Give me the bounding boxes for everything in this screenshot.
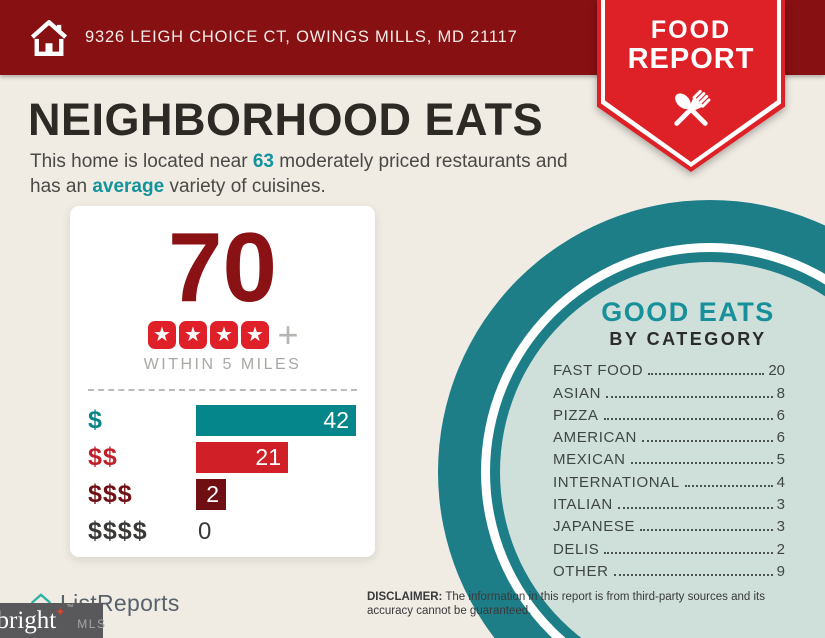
price-tier-value: 0 (198, 517, 212, 545)
category-label: PIZZA (553, 406, 599, 424)
mls-label: MLS (77, 616, 107, 631)
star-rating: ★ ★ ★ ★ + (70, 314, 375, 355)
category-count: 3 (776, 496, 785, 514)
badge-title-line1: FOOD (650, 16, 732, 44)
price-tier-value: 42 (323, 407, 349, 433)
summary-pre: This home is located near (30, 151, 253, 172)
dotted-leader (684, 484, 773, 487)
food-report-badge: FOOD REPORT (597, 0, 785, 172)
property-address: 9326 LEIGH CHOICE CT, OWINGS MILLS, MD 2… (85, 28, 518, 46)
price-tier-row: $$ 21 (88, 441, 357, 474)
price-tier-value: 21 (255, 444, 281, 470)
price-tier-value: 2 (206, 481, 219, 507)
food-score: 70 (167, 212, 277, 322)
category-label: OTHER (553, 562, 609, 580)
price-tier-label: $$$ (88, 480, 133, 508)
category-row: ASIAN 8 (553, 378, 785, 402)
dotted-leader (640, 529, 773, 532)
disclaimer-label: DISCLAIMER: (367, 591, 443, 603)
price-tier-bar: 21 (196, 442, 288, 473)
category-count: 20 (768, 362, 785, 380)
category-row: PIZZA 6 (553, 401, 785, 423)
category-count: 3 (776, 518, 785, 536)
category-label: AMERICAN (553, 429, 637, 447)
category-count: 8 (776, 384, 785, 402)
category-row: AMERICAN 6 (553, 423, 785, 445)
star-icon: ★ (178, 321, 207, 349)
dotted-leader (604, 551, 773, 554)
category-row: OTHER 9 (553, 557, 785, 579)
good-eats-title: GOOD EATS (601, 297, 775, 327)
radius-label: WITHIN 5 MILES (143, 356, 302, 373)
category-label: FAST FOOD (553, 362, 644, 380)
price-tier-label: $$$$ (88, 517, 148, 545)
price-tier-row: $$$ 2 (88, 478, 357, 511)
dotted-leader (648, 373, 765, 376)
summary-text: This home is located near 63 moderately … (30, 149, 568, 199)
score-card: 70 ★ ★ ★ ★ + WITHIN 5 MILES $42 $$ 21 $$$ 2 $$$$ 0 (70, 206, 375, 557)
price-tier-bar: 2 (196, 479, 226, 510)
category-label: ASIAN (553, 384, 602, 402)
category-row: JAPANESE 3 (553, 512, 785, 534)
dotted-leader (617, 507, 773, 510)
price-tier-row: $42 (88, 404, 357, 437)
summary-mid: moderately priced restaurants and has an (30, 151, 568, 198)
bright-wordmark: bright (0, 607, 57, 634)
price-tier-label: $ (88, 406, 103, 434)
price-tier-row: $$$$ 0 (88, 515, 357, 548)
category-row: INTERNATIONAL 4 (553, 467, 785, 491)
dotted-leader (613, 573, 773, 576)
star-icon: ★ (240, 321, 269, 349)
good-eats-heading: GOOD EATS BY CATEGORY (553, 297, 823, 350)
price-tier-label: $$ (88, 443, 118, 471)
category-count: 5 (776, 451, 785, 469)
spoon-fork-icon (674, 89, 711, 126)
category-list: FAST FOOD 20 ASIAN 8 PIZZA 6 AMERICAN 6 MEXICAN 5… (553, 356, 785, 579)
category-label: ITALIAN (553, 496, 613, 514)
category-label: MEXICAN (553, 451, 626, 469)
category-label: INTERNATIONAL (553, 473, 680, 491)
category-count: 2 (776, 540, 785, 558)
dashed-divider (88, 389, 357, 391)
category-count: 4 (776, 473, 785, 491)
badge-content: FOOD REPORT (597, 0, 785, 172)
disclaimer-text: DISCLAIMER: The information in this repo… (367, 590, 791, 619)
bright-star-icon: ✦ (55, 604, 66, 619)
plus-sign: + (277, 314, 299, 355)
restaurant-count: 63 (252, 151, 274, 172)
home-icon (30, 19, 68, 56)
star-icon: ★ (209, 321, 238, 349)
dotted-leader (641, 440, 773, 443)
page-title: NEIGHBORHOOD EATS (28, 94, 544, 145)
summary-post: variety of cuisines. (164, 176, 326, 198)
star-icon: ★ (147, 321, 176, 349)
category-count: 6 (776, 406, 785, 424)
bright-trademark: ™ (66, 604, 74, 611)
dotted-leader (606, 395, 773, 398)
category-count: 6 (776, 429, 785, 447)
good-eats-subtitle: BY CATEGORY (609, 329, 767, 349)
category-label: JAPANESE (553, 518, 636, 536)
dotted-leader (630, 462, 773, 465)
disclaimer-body: The information in this report is from t… (367, 591, 765, 618)
category-row: ITALIAN 3 (553, 490, 785, 512)
bright-mls-logo: bright ✦ ™ MLS (0, 603, 107, 638)
category-count: 9 (776, 562, 785, 580)
category-row: FAST FOOD 20 (553, 356, 785, 378)
badge-title-line2: REPORT (627, 43, 755, 75)
category-row: MEXICAN 5 (553, 445, 785, 467)
category-row: DELIS 2 (553, 534, 785, 558)
dotted-leader (603, 417, 773, 420)
price-tier-bar: 42 (196, 405, 356, 436)
variety-highlight: average (92, 176, 165, 198)
price-tier-chart: $42 $$ 21 $$$ 2 $$$$ 0 (88, 404, 357, 548)
category-label: DELIS (553, 540, 600, 558)
